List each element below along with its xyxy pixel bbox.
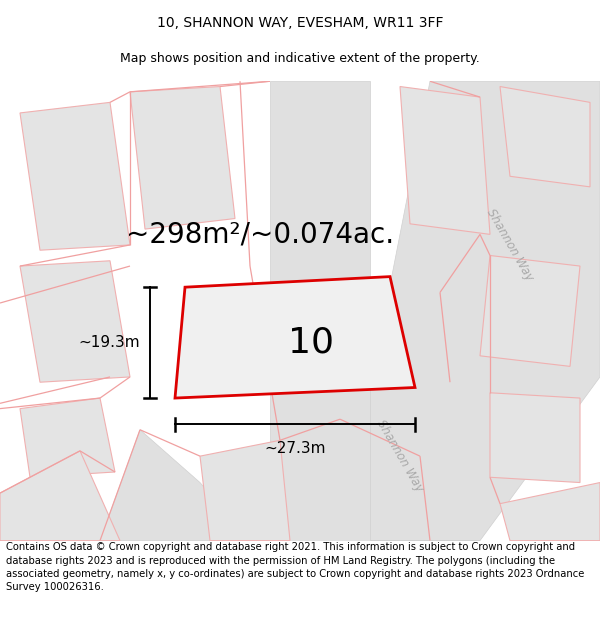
Polygon shape: [20, 398, 115, 478]
Polygon shape: [490, 392, 580, 482]
Text: ~27.3m: ~27.3m: [264, 441, 326, 456]
Text: Contains OS data © Crown copyright and database right 2021. This information is : Contains OS data © Crown copyright and d…: [6, 542, 584, 592]
Text: 10: 10: [288, 326, 334, 359]
Text: Shannon Way: Shannon Way: [484, 207, 536, 283]
Text: 10, SHANNON WAY, EVESHAM, WR11 3FF: 10, SHANNON WAY, EVESHAM, WR11 3FF: [157, 16, 443, 30]
Polygon shape: [0, 451, 120, 541]
Polygon shape: [175, 277, 415, 398]
Text: ~298m²/~0.074ac.: ~298m²/~0.074ac.: [126, 221, 394, 248]
Polygon shape: [20, 261, 130, 382]
Polygon shape: [270, 81, 370, 541]
Polygon shape: [100, 430, 480, 541]
Polygon shape: [500, 482, 600, 541]
Text: ~19.3m: ~19.3m: [79, 335, 140, 350]
Polygon shape: [400, 86, 490, 234]
Polygon shape: [480, 256, 580, 366]
Polygon shape: [340, 81, 600, 541]
Polygon shape: [130, 86, 235, 229]
Polygon shape: [200, 440, 290, 541]
Polygon shape: [20, 102, 130, 250]
Text: Map shows position and indicative extent of the property.: Map shows position and indicative extent…: [120, 52, 480, 65]
Text: Shannon Way: Shannon Way: [374, 418, 426, 494]
Polygon shape: [500, 86, 590, 187]
